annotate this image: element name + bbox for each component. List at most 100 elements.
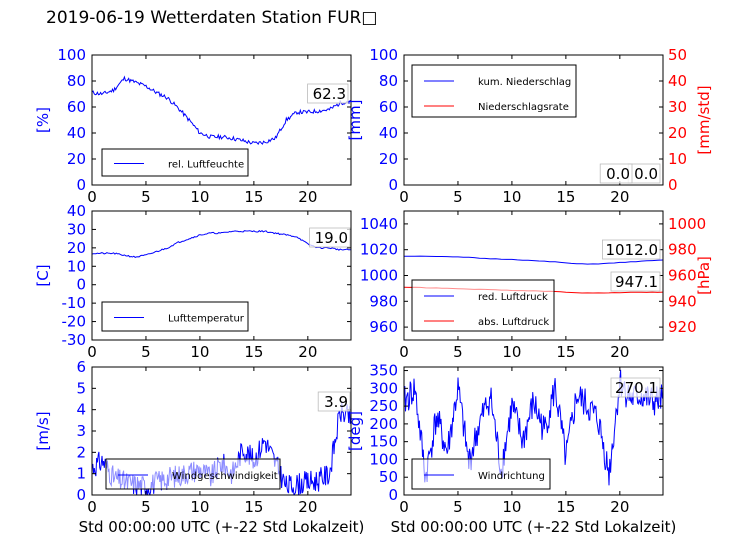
x-tick-label: 0	[87, 498, 97, 516]
y2-tick-label: 980	[668, 241, 697, 259]
chart-panel-humidity: 0 5 10 15 20 0 20 40 60 80 100 [%] rel. Luftfeuchte 6…	[34, 46, 352, 206]
y-tick-label: 80	[67, 72, 86, 90]
y-tick-label: 0	[76, 486, 86, 504]
x-tick-label: 15	[244, 498, 263, 516]
y2-tick-label: 960	[668, 267, 697, 285]
y-tick-label: 1020	[360, 241, 398, 259]
x-tick-label: 5	[141, 188, 151, 206]
legend-label: Lufttemperatur	[168, 314, 245, 325]
x-tick-label: 10	[190, 343, 209, 361]
x-tick-label: 20	[610, 343, 629, 361]
y-tick-label: 20	[67, 150, 86, 168]
legend-box	[411, 279, 555, 332]
x-tick-label: 20	[610, 188, 629, 206]
y-tick-label: 60	[379, 98, 398, 116]
y2-tick-label: 920	[668, 318, 697, 336]
current-value-label-box	[307, 83, 349, 104]
y-axis-label: [m/s]	[34, 411, 52, 450]
y-tick-label: 1	[76, 465, 86, 483]
y-tick-label: 60	[67, 98, 86, 116]
legend-box	[105, 458, 281, 490]
y-tick-label: 1040	[360, 215, 398, 233]
x-tick-label: 10	[502, 188, 521, 206]
y2-tick-label: 10	[668, 150, 687, 168]
y-tick-label: 40	[379, 124, 398, 142]
current-value-label-2: 947.1	[615, 273, 658, 291]
current-value-label-2: 0.0	[606, 165, 630, 183]
x-tick-label: 15	[556, 498, 575, 516]
chart-panel-pressure: 0 5 10 15 20 960 980 1000 1020 1040 920 940 960 980 10…	[360, 210, 713, 361]
y-tick-label: 20	[379, 150, 398, 168]
y-tick-label: 10	[67, 257, 86, 275]
y-tick-label: 100	[57, 46, 86, 64]
y-tick-label: 1000	[360, 267, 398, 285]
y-tick-label: 980	[369, 292, 398, 310]
y-tick-label: 150	[369, 433, 398, 451]
y-tick-label: 350	[369, 362, 398, 380]
y-tick-label: 960	[369, 318, 398, 336]
current-value-label-2-box	[610, 271, 661, 292]
x-tick-label: 20	[298, 498, 317, 516]
y-tick-label: 40	[67, 124, 86, 142]
x-tick-label: 5	[453, 188, 463, 206]
y-tick-label: 40	[67, 202, 86, 220]
legend: kum. Niederschlag Niederschlagsrate	[411, 64, 577, 118]
legend-box	[101, 301, 249, 332]
series-group	[92, 75, 351, 145]
y-axis-label: [%]	[34, 107, 52, 133]
x-tick-label: 5	[141, 498, 151, 516]
x-tick-label: 0	[399, 498, 409, 516]
x-tick-label: 20	[298, 343, 317, 361]
series-group	[92, 229, 351, 258]
x-tick-label: 5	[453, 498, 463, 516]
current-value-label: 3.9	[324, 393, 348, 411]
legend: rel. Luftfeuchte	[101, 148, 249, 177]
y2-tick-label: 50	[668, 46, 687, 64]
x-tick-label: 10	[190, 498, 209, 516]
y2-tick-label: 20	[668, 124, 687, 142]
y-tick-label: -20	[62, 313, 87, 331]
y-tick-label: 5	[76, 379, 86, 397]
legend: Windgeschwindigkeit	[105, 458, 281, 490]
legend-label: Windrichtung	[478, 471, 545, 482]
x-tick-label: 15	[556, 188, 575, 206]
legend-box	[411, 458, 551, 490]
x-tick-label: 20	[298, 188, 317, 206]
y2-axis-label: [mm/std]	[695, 85, 713, 154]
x-axis-label: Std 00:00:00 UTC (+-22 Std Lokalzeit)	[79, 518, 365, 536]
current-value-label-box	[317, 391, 351, 412]
plot-frame	[403, 54, 664, 186]
x-tick-label: 0	[399, 188, 409, 206]
current-value-label-box	[602, 239, 661, 260]
current-value-label-box	[610, 377, 661, 398]
y2-axis-label: [hPa]	[695, 256, 713, 295]
y-tick-label: 100	[369, 46, 398, 64]
current-value-label-box	[309, 227, 351, 248]
legend: Windrichtung	[411, 458, 551, 490]
x-tick-label: 15	[244, 188, 263, 206]
x-tick-label: 0	[87, 343, 97, 361]
series-line-rel-luftfeuchte	[92, 75, 351, 145]
current-value-label: 1012.0	[606, 241, 659, 259]
y-tick-label: 2	[76, 443, 86, 461]
x-tick-label: 15	[244, 343, 263, 361]
x-tick-label: 10	[502, 498, 521, 516]
y-tick-label: 30	[67, 220, 86, 238]
y-tick-label: 250	[369, 397, 398, 415]
y-axis-label: [mm]	[346, 100, 364, 141]
y-axis-label: [deg]	[346, 411, 364, 451]
y2-tick-label: 940	[668, 292, 697, 310]
current-value-label: 270.1	[615, 379, 658, 397]
y-tick-label: 3	[76, 422, 86, 440]
y-tick-label: -30	[62, 331, 87, 349]
x-tick-label: 0	[87, 188, 97, 206]
y-tick-label: 100	[369, 450, 398, 468]
y2-tick-label: 1000	[668, 215, 706, 233]
y-tick-label: 20	[67, 239, 86, 257]
current-value-label-2-box	[599, 163, 633, 184]
y-tick-label: 4	[76, 401, 86, 419]
y-tick-label: 0	[76, 276, 86, 294]
